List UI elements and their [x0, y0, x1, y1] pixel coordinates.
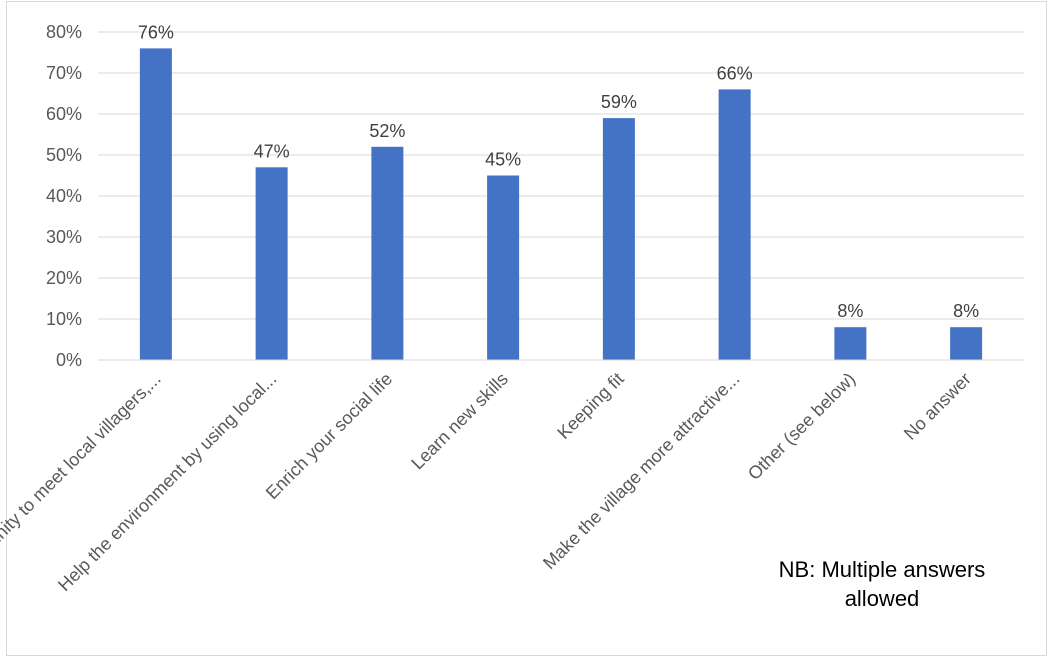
y-tick-label: 70% [46, 63, 82, 83]
bar [139, 48, 172, 361]
data-label: 66% [717, 63, 753, 83]
y-tick-label: 20% [46, 268, 82, 288]
bar [950, 327, 983, 360]
x-category-label: Make the village more attractive... [539, 369, 743, 573]
chart-area [6, 1, 1047, 656]
bar [834, 327, 867, 360]
bar [255, 167, 288, 360]
x-category-label: Enrich your social life [262, 369, 396, 503]
y-tick-label: 80% [46, 22, 82, 42]
y-tick-label: 0% [56, 350, 82, 370]
data-label: 45% [485, 150, 521, 170]
data-label: 8% [837, 301, 863, 321]
bar [602, 118, 635, 360]
bar [371, 146, 404, 360]
data-label: 52% [369, 121, 405, 141]
y-tick-label: 60% [46, 104, 82, 124]
x-category-label: Other (see below) [744, 369, 859, 484]
y-tick-label: 50% [46, 145, 82, 165]
x-category-label: No answer [900, 369, 975, 444]
data-label: 47% [254, 141, 290, 161]
bar [718, 89, 751, 361]
x-category-label: Help the environment by using local... [54, 369, 280, 595]
data-label: 59% [601, 92, 637, 112]
x-category-label: Learn new skills [407, 369, 512, 474]
data-label: 8% [953, 301, 979, 321]
y-tick-label: 30% [46, 227, 82, 247]
y-tick-label: 10% [46, 309, 82, 329]
bar [487, 175, 520, 360]
x-category-label: Keeping fit [553, 369, 627, 443]
y-tick-label: 40% [46, 186, 82, 206]
chart-annotation: NB: Multiple answers allowed [778, 557, 986, 611]
data-label: 76% [138, 22, 174, 42]
